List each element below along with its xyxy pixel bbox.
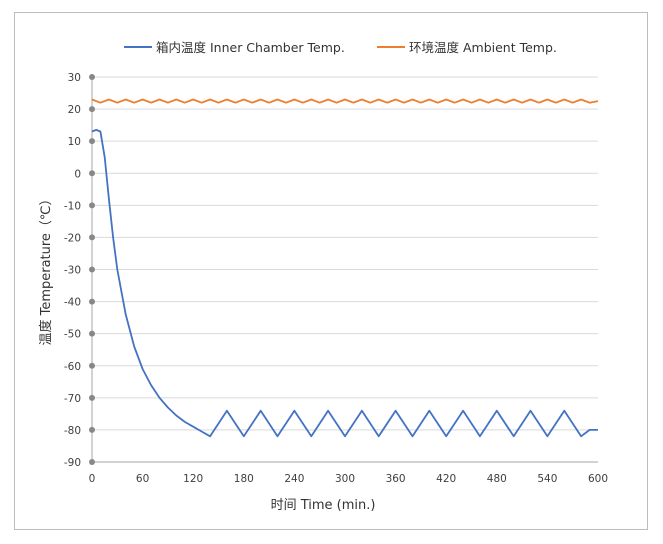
x-tick-label: 540	[537, 473, 557, 485]
x-tick-label: 600	[588, 473, 608, 485]
x-tick-label: 120	[183, 473, 203, 485]
y-tick-label: -60	[64, 361, 81, 373]
y-tick-marker	[89, 426, 95, 433]
series-line-ambient	[91, 98, 599, 104]
x-tick-label: 480	[487, 473, 507, 485]
y-tick-marker	[89, 362, 95, 369]
series-line-inner-chamber	[91, 129, 598, 438]
chart-frame	[14, 12, 648, 530]
y-tick-label: -70	[64, 393, 81, 405]
y-axis-title: 温度 Temperature（℃）	[38, 192, 54, 345]
x-tick-label: 60	[136, 473, 149, 485]
y-tick-label: -90	[64, 457, 81, 469]
grid	[92, 76, 598, 463]
y-tick-label: -50	[64, 329, 81, 341]
x-tick-label: 240	[284, 473, 304, 485]
y-tick-label: -30	[64, 265, 81, 277]
y-tick-marker	[89, 266, 95, 273]
y-tick-label: 30	[68, 72, 81, 84]
y-tick-marker	[89, 202, 95, 209]
y-tick-label: -80	[64, 425, 81, 437]
y-tick-label: -10	[64, 200, 81, 212]
y-tick-marker	[89, 138, 95, 145]
y-tick-marker	[89, 170, 95, 177]
y-tick-marker	[89, 459, 95, 465]
x-tick-label: 0	[89, 473, 96, 485]
y-tick-marker	[89, 106, 95, 113]
y-tick-label: 10	[68, 136, 81, 148]
y-tick-marker	[89, 330, 95, 337]
x-tick-label: 300	[335, 473, 355, 485]
x-tick-label: 360	[386, 473, 406, 485]
x-tick-label: 180	[234, 473, 254, 485]
legend: 箱内温度 Inner Chamber Temp. 环境温度 Ambient Te…	[124, 40, 557, 55]
y-tick-label: -40	[64, 297, 81, 309]
tick-labels: 30 20 10 0 -10 -20 -30 -40 -50 -60 -70 -80 -90 0 60 120…	[64, 72, 608, 485]
legend-label-ambient: 环境温度 Ambient Temp.	[409, 40, 557, 55]
y-tick-label: 20	[68, 104, 81, 116]
y-tick-marker	[89, 298, 95, 305]
legend-label-inner: 箱内温度 Inner Chamber Temp.	[156, 40, 345, 55]
y-tick-label: 0	[74, 168, 81, 180]
y-tick-marker	[89, 74, 95, 80]
y-tick-marker	[89, 394, 95, 401]
y-tick-marker	[89, 234, 95, 241]
series-group	[91, 98, 599, 438]
x-axis-title: 时间 Time (min.)	[271, 498, 376, 513]
x-tick-label: 420	[436, 473, 456, 485]
y-tick-label: -20	[64, 232, 81, 244]
